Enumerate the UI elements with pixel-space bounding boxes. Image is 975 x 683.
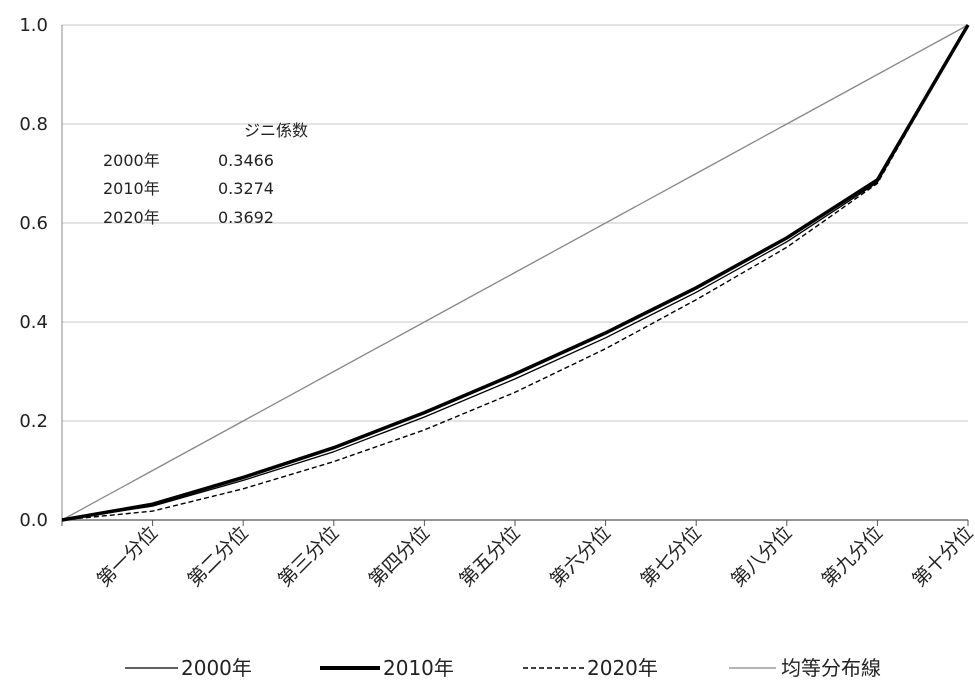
y-tick-label: 0.2 (19, 411, 48, 432)
y-tick-label: 0.6 (19, 213, 48, 234)
legend-label-2000: 2000年 (181, 656, 252, 680)
y-tick-label: 0.0 (19, 510, 48, 531)
x-tick-label: 第六分位 (546, 522, 615, 591)
legend: 2000年 2010年 2020年 均等分布線 (125, 656, 881, 680)
x-tick-label: 第五分位 (455, 522, 524, 591)
gini-year-2010: 2010年 (103, 179, 160, 198)
x-tick-label: 第三分位 (274, 522, 343, 591)
grid-lines (62, 24, 968, 422)
x-tick-label: 第七分位 (636, 522, 705, 591)
gini-value-2000: 0.3466 (218, 151, 274, 170)
gini-year-2000: 2000年 (103, 151, 160, 170)
series-lines (61, 24, 970, 522)
gini-value-2020: 0.3692 (218, 208, 274, 227)
x-tick-label: 第二分位 (183, 522, 252, 591)
series-line-2 (61, 24, 969, 521)
x-axis: 第一分位 第二分位 第三分位 第四分位 第五分位 第六分位 第七分位 第八分位 第九分位 第十分位 (61, 25, 975, 591)
x-tick-label: 第四分位 (365, 522, 434, 591)
x-tick-label: 第八分位 (727, 522, 796, 591)
series-line-1 (61, 24, 970, 522)
series-line-0 (61, 24, 969, 521)
x-tick-label: 第十分位 (908, 522, 975, 591)
gini-header: ジニ係数 (244, 121, 308, 140)
y-tick-label: 0.8 (19, 114, 48, 135)
y-axis-ticks: 0.0 0.2 0.4 0.6 0.8 1.0 (19, 15, 48, 531)
x-tick-label: 第一分位 (93, 522, 162, 591)
legend-label-2020: 2020年 (587, 656, 658, 680)
y-tick-label: 0.4 (19, 312, 48, 333)
x-tick-label: 第九分位 (818, 522, 887, 591)
legend-label-2010: 2010年 (383, 656, 454, 680)
gini-value-2010: 0.3274 (218, 179, 274, 198)
gini-year-2020: 2020年 (103, 208, 160, 227)
y-tick-label: 1.0 (19, 15, 48, 36)
series-line-3 (61, 24, 969, 521)
legend-label-equality: 均等分布線 (781, 656, 881, 680)
gini-table: ジニ係数 2000年 0.3466 2010年 0.3274 2020年 0.3… (103, 121, 308, 227)
